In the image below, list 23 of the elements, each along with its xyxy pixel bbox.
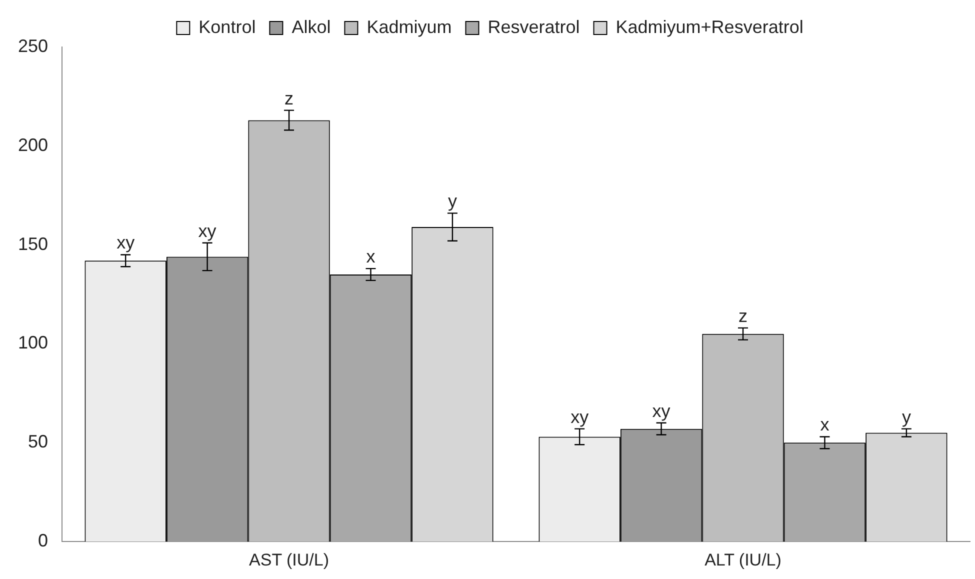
legend-label: Kadmiyum+Resveratrol [616, 16, 804, 37]
legend-label: Alkol [292, 16, 331, 37]
legend-label: Kadmiyum [366, 16, 452, 37]
data-label: xy [570, 406, 589, 427]
x-tick-label: AST (IU/L) [249, 550, 330, 570]
data-label: y [902, 406, 911, 427]
y-tick-label: 250 [18, 36, 48, 56]
data-label: xy [652, 400, 670, 421]
data-label: xy [116, 232, 135, 253]
y-tick-label: 50 [28, 432, 48, 452]
data-label: z [738, 306, 748, 326]
legend-label: Resveratrol [488, 16, 580, 37]
data-label: xy [198, 220, 216, 241]
x-tick-label: ALT (IU/L) [704, 550, 782, 570]
y-tick-label: 200 [18, 134, 48, 155]
data-label: x [366, 246, 376, 267]
legend-label: Kontrol [198, 16, 256, 37]
y-tick-label: 150 [18, 234, 48, 254]
data-label: z [284, 88, 294, 108]
y-tick-label: 100 [18, 332, 48, 353]
data-label: x [820, 414, 830, 435]
y-tick-label: 0 [38, 530, 48, 551]
data-label: y [448, 191, 457, 212]
